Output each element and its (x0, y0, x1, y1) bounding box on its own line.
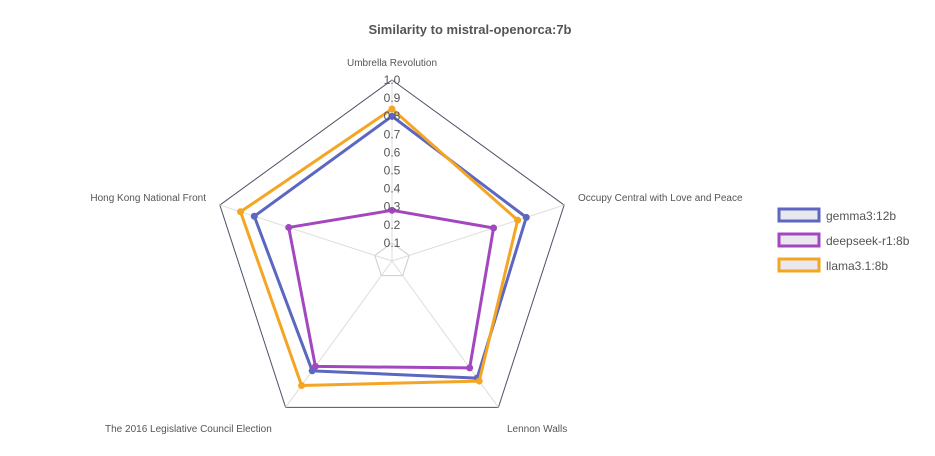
data-point[interactable] (466, 364, 474, 372)
radial-tick-label: 0.5 (384, 164, 401, 178)
data-point[interactable] (490, 224, 498, 232)
axis-spoke (219, 204, 393, 262)
legend-item[interactable]: gemma3:12b (777, 207, 896, 223)
series-line (239, 107, 520, 387)
data-point[interactable] (514, 216, 522, 224)
data-point[interactable] (475, 377, 483, 385)
radial-tick-label: 0.4 (384, 182, 401, 196)
legend-label: gemma3:12b (826, 209, 896, 223)
series-llama3-1-8b (237, 105, 522, 389)
axis-spoke (391, 204, 565, 262)
radial-tick-label: 0.9 (384, 91, 401, 105)
data-point[interactable] (298, 381, 306, 389)
data-point[interactable] (522, 213, 530, 221)
axis-label: Umbrella Revolution (347, 58, 437, 69)
radial-tick-label: 0.6 (384, 145, 401, 159)
radial-tick-label: 0.8 (384, 109, 401, 123)
axis-label: The 2016 Legislative Council Election (105, 424, 272, 435)
legend-item[interactable]: deepseek-r1:8b (777, 232, 910, 248)
axis-label: Hong Kong National Front (90, 193, 206, 204)
legend-swatch (777, 207, 821, 223)
legend-label: deepseek-r1:8b (826, 234, 910, 248)
data-point[interactable] (285, 223, 293, 231)
data-point[interactable] (388, 105, 396, 113)
legend: gemma3:12b deepseek-r1:8b llama3.1:8b (777, 207, 910, 273)
axis-label: Lennon Walls (507, 424, 567, 435)
axis-label: Occupy Central with Love and Peace (578, 193, 743, 204)
chart-title: Similarity to mistral-openorca:7b (369, 22, 572, 37)
radial-tick-label: 0.7 (384, 127, 401, 141)
data-point[interactable] (250, 212, 258, 220)
axis-labels: Umbrella Revolution Occupy Central with L… (90, 58, 743, 435)
data-point[interactable] (237, 208, 245, 216)
radial-tick-label: 0.3 (384, 200, 401, 214)
series-line (252, 114, 528, 380)
series-line (287, 208, 496, 370)
legend-swatch (777, 232, 821, 248)
legend-swatch (777, 257, 821, 273)
legend-label: llama3.1:8b (826, 259, 888, 273)
data-point[interactable] (311, 362, 319, 370)
radar-series (237, 105, 530, 389)
series-deepseek-r1-8b (285, 206, 498, 372)
legend-item[interactable]: llama3.1:8b (777, 257, 888, 273)
radial-tick-label: 0.1 (384, 236, 401, 250)
data-point[interactable] (388, 206, 396, 214)
radial-tick-label: 0.2 (384, 218, 401, 232)
data-point[interactable] (388, 112, 396, 120)
radial-tick-labels: 0.1 0.2 0.3 0.4 0.5 0.6 0.7 0.8 0.9 1.0 (384, 73, 401, 250)
radial-tick-label: 1.0 (384, 73, 401, 87)
